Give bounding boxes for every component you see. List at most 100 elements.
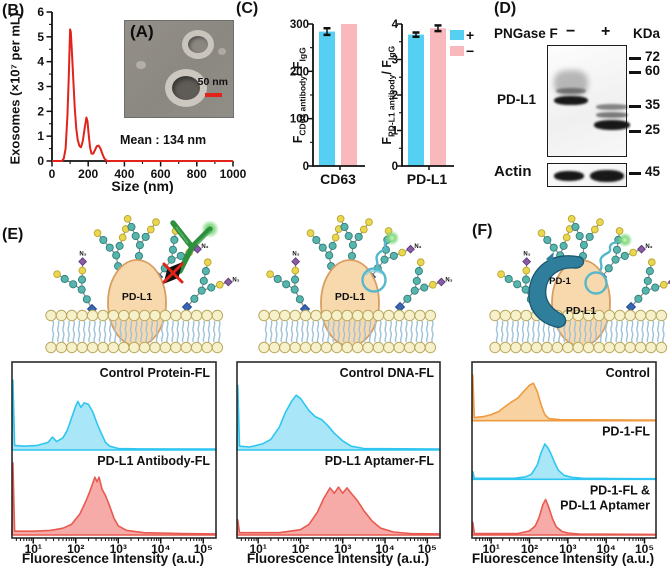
- b-x-axis-label: Size (nm): [111, 178, 174, 194]
- panel-label-a: (A): [130, 22, 154, 41]
- marker-dash: [629, 172, 641, 175]
- svg-text:10⁴: 10⁴: [151, 542, 170, 556]
- svg-text:PD-L1 Antibody-FL: PD-L1 Antibody-FL: [97, 454, 210, 468]
- svg-text:PD-1-FL: PD-1-FL: [602, 425, 650, 439]
- flow-series: [11, 379, 217, 451]
- flow-series: [11, 462, 217, 536]
- size-distribution-chart: 0 1 2 3 4 5 6 0 200 400 600 800 1000: [37, 5, 247, 181]
- blot-protein-label: PD-L1: [497, 92, 537, 107]
- n3-label: N₃: [445, 278, 452, 284]
- actin-blot-image: [547, 163, 627, 187]
- bar-legend: + −: [450, 27, 474, 59]
- svg-text:300: 300: [290, 19, 309, 31]
- blocked-binding-icon: [162, 261, 184, 285]
- marker-label: 35: [645, 97, 661, 112]
- panel-label-e: (E): [2, 226, 24, 243]
- bar: [408, 34, 424, 167]
- n3-label: N₃: [79, 252, 86, 258]
- tem-particle: [136, 61, 146, 69]
- blot-band: [596, 112, 628, 118]
- lipid-membrane: [258, 309, 437, 354]
- marker-dash: [629, 130, 641, 133]
- n3-label: N₃: [523, 252, 530, 258]
- aptamer-icon: [584, 232, 633, 295]
- svg-text:10²: 10²: [521, 542, 538, 556]
- exosome-vesicle: [165, 69, 207, 107]
- fluorophore-glow-icon: [617, 232, 633, 248]
- pd1-protein: PD-1: [528, 252, 585, 328]
- mean-size-text: Mean : 134 nm: [120, 133, 207, 147]
- panel-label-c: (C): [236, 0, 259, 17]
- tem-particle: [218, 48, 226, 55]
- svg-text:PD-L1 Aptamer: PD-L1 Aptamer: [560, 498, 650, 512]
- pdl1-label: PD-L1: [335, 291, 365, 303]
- svg-text:10¹: 10¹: [482, 542, 499, 556]
- n3-label: N₃: [645, 244, 652, 250]
- exosome-vesicle: [182, 30, 214, 59]
- n3-label: N₃: [201, 244, 208, 250]
- pdl1-label: PD-L1: [122, 291, 152, 303]
- legend-swatch-minus: [450, 46, 464, 56]
- schematic-aptamer-binding: N₃ N₃ N₃ PD-L1: [258, 214, 453, 354]
- legend-swatch-plus: [450, 30, 464, 40]
- svg-text:200: 200: [78, 167, 98, 181]
- svg-text:200: 200: [290, 66, 309, 78]
- panel-label-d: (D): [494, 0, 517, 17]
- marker-label: 72: [645, 49, 661, 64]
- lipid-membrane: [489, 309, 668, 354]
- aptamer-icon: [361, 230, 400, 293]
- marker-dash: [629, 71, 641, 74]
- flow-series: [236, 486, 441, 536]
- flow-histogram-e-left: Control Protein-FL PD-L1 Antibody-FL 10¹ 10…: [11, 361, 217, 556]
- glycan-chain: N₃: [181, 258, 240, 313]
- svg-text:10⁴: 10⁴: [375, 542, 394, 556]
- cd63-y-axis-label: FCD63 antibody/ FIgG: [290, 47, 308, 144]
- svg-text:10¹: 10¹: [25, 542, 42, 556]
- svg-text:2: 2: [37, 104, 44, 118]
- schematic-antibody-blocked: N₃ N₃ N₃ PD-L1: [45, 214, 240, 354]
- marker-label: 45: [645, 164, 661, 179]
- n3-label: N₃: [414, 244, 421, 250]
- pdl1-label: PD-L1: [566, 305, 596, 317]
- svg-text:800: 800: [187, 167, 207, 181]
- svg-text:1000: 1000: [220, 167, 247, 181]
- svg-text:0: 0: [37, 154, 44, 168]
- fluorophore-glow-icon: [384, 230, 400, 246]
- svg-text:10³: 10³: [559, 542, 576, 556]
- blot-band: [556, 88, 586, 94]
- marker-label: 60: [645, 63, 661, 78]
- flow-f-x-label: Fluorescence Intensity (a.u.): [471, 551, 655, 566]
- svg-text:3: 3: [392, 55, 398, 67]
- tem-inset-image: (A) 50 nm: [124, 20, 234, 118]
- svg-text:2: 2: [392, 90, 398, 102]
- svg-text:Control Protein-FL: Control Protein-FL: [100, 366, 211, 380]
- svg-text:0: 0: [303, 161, 309, 173]
- marker-dash: [629, 105, 641, 108]
- svg-text:10⁵: 10⁵: [418, 542, 437, 556]
- flow-e-right-x-label: Fluorescence Intensity (a.u.): [246, 551, 430, 566]
- scale-bar-label: 50 nm: [197, 76, 228, 88]
- blot-band: [554, 96, 588, 105]
- pdl1-category-label: PD-L1: [406, 171, 448, 187]
- flow-series: [236, 384, 441, 451]
- glycan-chain: N₃: [394, 258, 453, 313]
- svg-text:10³: 10³: [334, 542, 351, 556]
- svg-text:0: 0: [392, 161, 398, 173]
- pd1-label: PD-1: [549, 276, 571, 287]
- bar: [430, 28, 446, 167]
- flow-series: [471, 374, 657, 422]
- svg-text:600: 600: [151, 167, 171, 181]
- legend-label-plus: +: [466, 27, 475, 43]
- kda-header: KDa: [633, 26, 661, 41]
- svg-text:Control: Control: [606, 366, 650, 380]
- actin-label: Actin: [494, 163, 532, 180]
- legend-label-minus: −: [466, 43, 475, 59]
- svg-text:10¹: 10¹: [249, 542, 266, 556]
- scale-bar: [205, 93, 222, 97]
- svg-text:0: 0: [49, 167, 56, 181]
- marker-dash: [629, 57, 641, 60]
- svg-text:5: 5: [37, 30, 44, 44]
- flow-histogram-e-right: Control DNA-FL PD-L1 Aptamer-FL 10¹ 10² 10³ 1…: [236, 361, 441, 556]
- glycan-chain: N₃: [625, 258, 670, 313]
